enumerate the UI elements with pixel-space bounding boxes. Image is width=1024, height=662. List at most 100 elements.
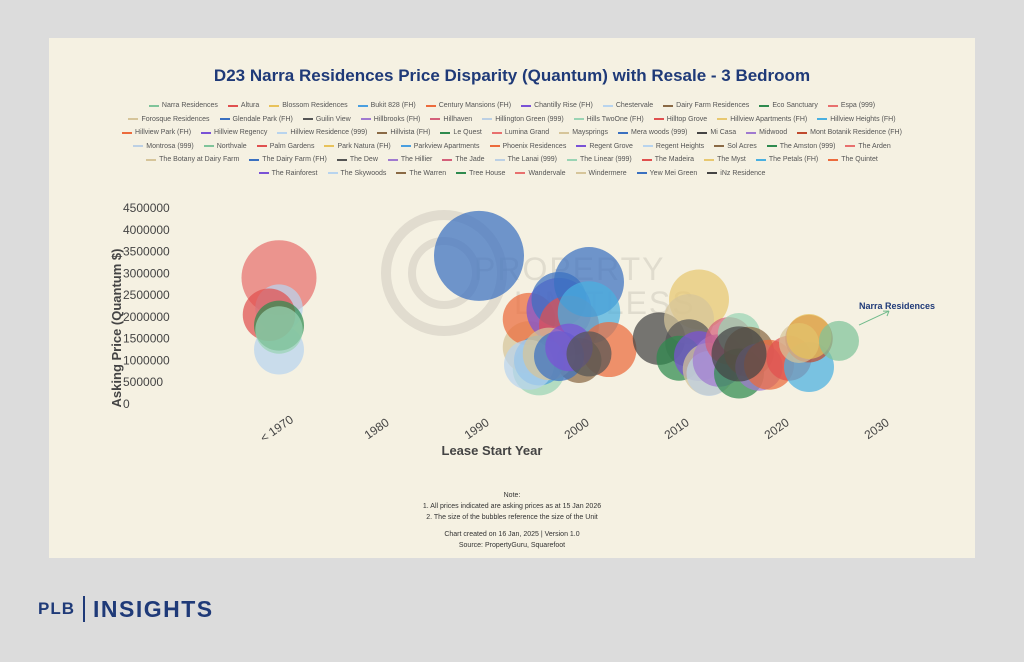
- legend-label: Chestervale: [615, 102, 654, 109]
- legend-label: Le Quest: [453, 129, 482, 136]
- legend-item: Espa (999): [827, 99, 875, 113]
- legend-swatch: [559, 131, 570, 134]
- legend-item: The Warren: [396, 167, 446, 181]
- legend-item: The Amston (999): [766, 140, 835, 154]
- x-tick-label: 2010: [662, 415, 692, 442]
- legend-label: Hillbrooks (FH): [373, 115, 421, 123]
- legend-swatch: [797, 131, 808, 134]
- legend-item: Hillview Apartments (FH): [717, 113, 807, 127]
- legend-label: Hills TwoOne (FH): [586, 115, 644, 123]
- legend-item: Windermere: [575, 167, 627, 181]
- legend-label: The Petals (FH): [768, 156, 819, 163]
- legend-label: The Linear (999): [580, 156, 632, 163]
- legend-item: The Arden: [845, 140, 891, 154]
- legend-label: Hilltop Grove: [666, 115, 708, 123]
- legend-swatch: [618, 131, 628, 134]
- legend-item: Regent Heights: [642, 140, 705, 154]
- data-bubble: [434, 210, 524, 301]
- legend-label: Palm Gardens: [269, 142, 315, 150]
- note-line-2: 2. The size of the bubbles reference the…: [426, 514, 598, 521]
- legend-swatch: [642, 145, 653, 148]
- legend-swatch: [602, 104, 613, 107]
- legend-item: Hillington Green (999): [482, 113, 564, 127]
- legend-label: Montrosa (999): [146, 142, 194, 150]
- y-tick-label: 0: [123, 397, 130, 411]
- legend-swatch: [717, 118, 728, 121]
- legend-label: Lumina Grand: [504, 129, 550, 136]
- legend-item: Glendale Park (FH): [219, 113, 293, 127]
- legend-item: Phoenix Residences: [489, 140, 566, 154]
- y-tick-label: 1500000: [123, 332, 170, 346]
- legend-item: Century Mansions (FH): [425, 99, 511, 113]
- note-line-1: 1. All prices indicated are asking price…: [422, 503, 602, 510]
- legend-item: Hillview Heights (FH): [817, 113, 896, 127]
- legend-label: Sol Acres: [727, 142, 757, 150]
- y-tick-label: 4500000: [123, 201, 170, 215]
- y-axis-label: Asking Price (Quantum $): [109, 249, 124, 408]
- legend-swatch: [755, 158, 766, 161]
- legend-swatch: [641, 158, 652, 161]
- legend-label: The Rainforest: [271, 169, 318, 177]
- legend-label: The Quintet: [841, 156, 878, 163]
- legend-swatch: [201, 131, 212, 134]
- y-tick-label: 2500000: [123, 288, 170, 302]
- legend-item: Hillhaven: [430, 113, 472, 127]
- data-bubble: [819, 320, 859, 361]
- legend-item: Chestervale: [602, 99, 654, 113]
- x-tick-label: 2020: [762, 415, 792, 442]
- data-bubble: [255, 306, 303, 354]
- legend-item: Blossom Residences: [269, 99, 348, 113]
- legend-label: Hillvista (FH): [390, 129, 431, 136]
- y-tick-label: 4000000: [123, 223, 170, 237]
- legend-swatch: [653, 118, 664, 121]
- legend-label: iNz Residence: [720, 169, 766, 177]
- legend-label: Regent Heights: [655, 142, 705, 150]
- annotation-arrow: [858, 310, 890, 326]
- annotation-arrowhead: [883, 310, 890, 317]
- chart-title: D23 Narra Residences Price Disparity (Qu…: [213, 66, 811, 85]
- x-tick-label: 2030: [862, 415, 892, 442]
- legend-item: Chantilly Rise (FH): [521, 99, 593, 113]
- legend-item: The Linear (999): [567, 153, 632, 167]
- legend-item: The Skywoods: [327, 167, 387, 181]
- legend-label: The Skywoods: [340, 169, 387, 177]
- legend-swatch: [663, 104, 674, 107]
- legend-swatch: [133, 145, 144, 148]
- legend-item: Parkview Apartments: [400, 140, 480, 154]
- legend-swatch: [442, 158, 453, 161]
- legend-swatch: [277, 131, 288, 134]
- legend-swatch: [567, 158, 577, 161]
- legend-label: The Dew: [349, 156, 378, 163]
- legend-item: The Jade: [442, 153, 485, 167]
- legend-swatch: [148, 104, 159, 107]
- legend-item: The Madeira: [641, 153, 694, 167]
- legend-swatch: [440, 131, 451, 134]
- legend-label: Narra Residences: [161, 102, 218, 109]
- legend-swatch: [573, 118, 584, 121]
- legend-item: Mi Casa: [697, 126, 736, 140]
- legend-swatch: [746, 131, 757, 134]
- legend-item: Maysprings: [559, 126, 608, 140]
- legend-swatch: [227, 104, 238, 107]
- legend-label: Altura: [240, 102, 260, 109]
- legend-item: Hills TwoOne (FH): [573, 113, 644, 127]
- legend-item: Hillview Residence (999): [277, 126, 367, 140]
- legend-label: Hillhaven: [443, 115, 473, 123]
- legend-label: Mera woods (999): [631, 129, 688, 136]
- legend-item: Hillview Park (FH): [122, 126, 191, 140]
- legend-label: The Myst: [717, 156, 746, 163]
- legend-label: Hillview Park (FH): [135, 129, 192, 136]
- legend-label: Northvale: [216, 142, 247, 150]
- legend-item: The Hillier: [387, 153, 432, 167]
- legend-label: Guilin View: [315, 115, 351, 123]
- legend-item: The Dew: [336, 153, 378, 167]
- legend-swatch: [845, 145, 856, 148]
- y-tick-label: 1000000: [123, 353, 170, 367]
- legend-swatch: [128, 118, 139, 121]
- chart-card: D23 Narra Residences Price Disparity (Qu…: [49, 38, 975, 558]
- legend-item: The Myst: [704, 153, 746, 167]
- legend-swatch: [256, 145, 267, 148]
- legend-swatch: [360, 118, 371, 121]
- legend-item: Hillview Regency: [201, 126, 267, 140]
- legend-swatch: [515, 172, 526, 175]
